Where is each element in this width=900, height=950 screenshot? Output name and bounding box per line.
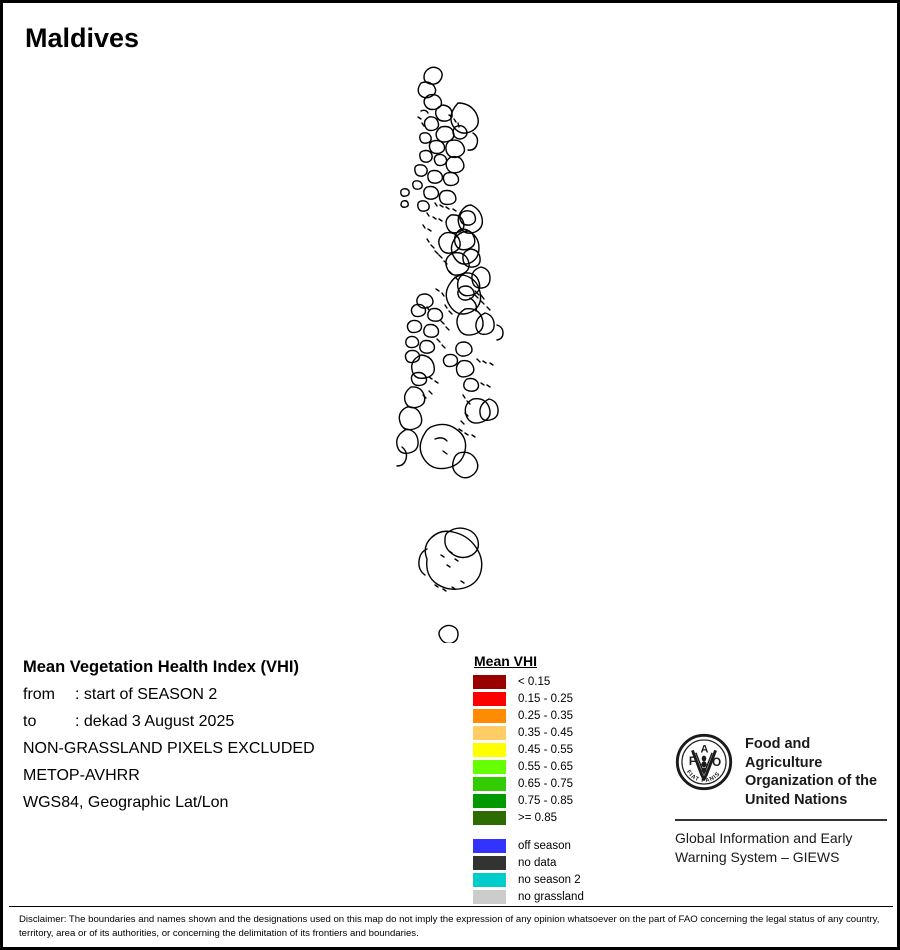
map-canvas[interactable] [3,43,897,643]
legend-swatch-icon [473,839,506,853]
legend-swatch-icon [473,692,506,706]
fao-branding-block: F A O FIAT PANIS Food and Agriculture Or… [675,733,887,866]
legend-swatch-icon [473,890,506,904]
legend-label: >= 0.85 [518,812,558,824]
legend-row-no-season-2[interactable]: no season 2 [473,872,584,888]
legend-row[interactable]: 0.25 - 0.35 [473,708,584,724]
legend-row[interactable]: 0.75 - 0.85 [473,793,584,809]
legend-label: < 0.15 [518,676,551,688]
svg-text:F: F [689,755,696,768]
info-sensor: METOP-AVHRR [23,767,140,784]
legend-title: Mean VHI [474,653,538,669]
legend-swatch-icon [473,873,506,887]
fao-header: F A O FIAT PANIS Food and Agriculture Or… [675,733,887,809]
legend-label: 0.75 - 0.85 [518,795,573,807]
legend-label: 0.45 - 0.55 [518,744,573,756]
legend-label: 0.15 - 0.25 [518,693,573,705]
legend-swatch-icon [473,675,506,689]
disclaimer-text: Disclaimer: The boundaries and names sho… [19,914,880,939]
legend-label: no data [518,857,557,869]
info-projection: WGS84, Geographic Lat/Lon [23,794,229,811]
legend-row[interactable]: 0.45 - 0.55 [473,742,584,758]
legend-row[interactable]: 0.35 - 0.45 [473,725,584,741]
info-exclusion: NON-GRASSLAND PIXELS EXCLUDED [23,740,315,757]
fao-name-line-2: Organization of the [745,773,878,790]
legend-row[interactable]: < 0.15 [473,674,584,690]
fao-logo-icon: F A O FIAT PANIS [675,733,733,796]
legend-swatch-icon [473,760,506,774]
legend-label: 0.25 - 0.35 [518,710,573,722]
fao-divider [675,819,887,822]
legend-row-no-data[interactable]: no data [473,855,584,871]
giews-line-2: Warning System – GIEWS [675,848,840,865]
legend-row[interactable]: 0.15 - 0.25 [473,691,584,707]
legend-row[interactable]: >= 0.85 [473,810,584,826]
legend-label: 0.55 - 0.65 [518,761,573,773]
legend-swatch-icon [473,709,506,723]
maldives-atolls-map [396,66,504,643]
legend-swatch-icon [473,777,506,791]
legend-swatch-icon [473,856,506,870]
info-heading: Mean Vegetation Health Index (VHI) [23,658,299,676]
legend-spacer [473,827,584,838]
svg-text:A: A [701,744,709,756]
legend-label: no season 2 [518,874,581,886]
legend-swatch-icon [473,794,506,808]
giews-line-1: Global Information and Early [675,830,853,847]
info-row-to: to : dekad 3 August 2025 [23,713,453,731]
legend-label: no grassland [518,891,584,903]
map-info-block: Mean Vegetation Health Index (VHI) from … [23,658,453,821]
page-title: Maldives [25,23,140,53]
legend-label: off season [518,840,571,852]
info-from-label: from [23,686,55,703]
fao-organization-name: Food and Agriculture Organization of the… [745,733,887,809]
fao-name-line-1: Food and Agriculture [745,736,823,771]
legend-swatch-icon [473,726,506,740]
legend-row-off-season[interactable]: off season [473,838,584,854]
info-to-label: to [23,713,37,730]
legend-label: 0.35 - 0.45 [518,727,573,739]
info-from-value: : start of SEASON 2 [75,686,218,703]
legend-row-no-grassland[interactable]: no grassland [473,889,584,905]
disclaimer-divider [9,906,893,907]
fao-name-line-3: United Nations [745,791,848,808]
legend-label: 0.65 - 0.75 [518,778,573,790]
info-row-from: from : start of SEASON 2 [23,686,453,704]
giews-label: Global Information and Early Warning Sys… [675,829,887,866]
legend-swatch-icon [473,811,506,825]
legend-swatch-icon [473,743,506,757]
map-legend: Mean VHI < 0.15 0.15 - 0.25 0.25 - 0.35 … [473,653,584,906]
svg-text:O: O [712,756,721,769]
legend-row[interactable]: 0.65 - 0.75 [473,776,584,792]
info-to-value: : dekad 3 August 2025 [75,713,235,730]
legend-row[interactable]: 0.55 - 0.65 [473,759,584,775]
